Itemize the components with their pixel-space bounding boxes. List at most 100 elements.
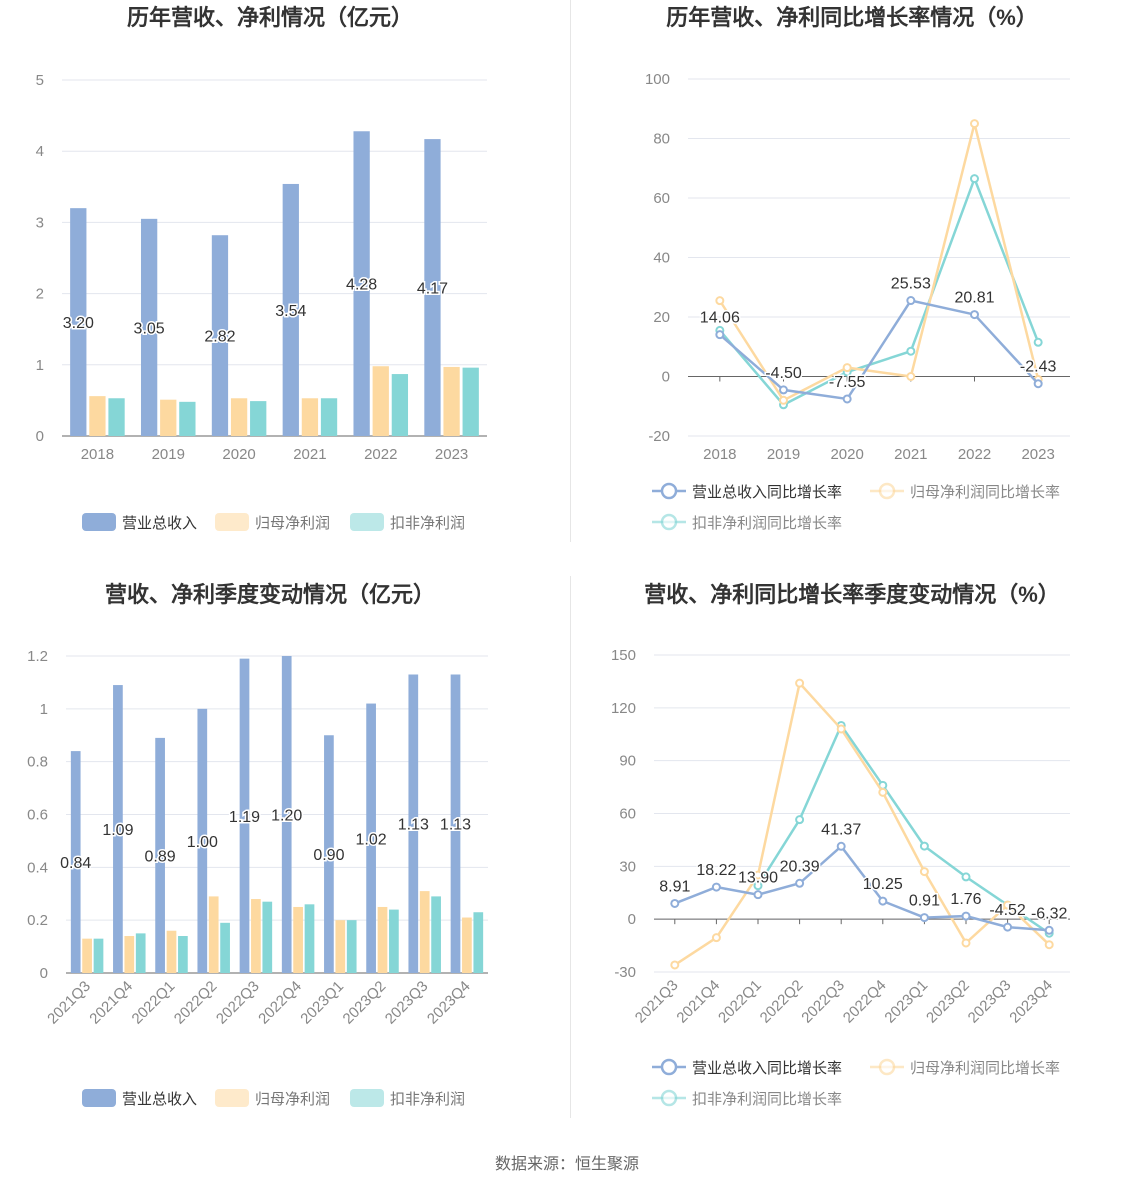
y-tick-label: 0.6 bbox=[27, 807, 48, 824]
legend-marker bbox=[660, 1058, 678, 1076]
bar-parent-profit bbox=[166, 930, 177, 973]
y-tick-label: 1 bbox=[40, 701, 48, 718]
x-tick-label: 2023Q1 bbox=[881, 977, 931, 1027]
bar-deducted-profit bbox=[389, 909, 399, 973]
bar-deducted-profit bbox=[250, 401, 267, 436]
data-point bbox=[970, 310, 979, 320]
data-point bbox=[842, 363, 852, 373]
data-point bbox=[836, 724, 846, 734]
data-point bbox=[711, 882, 721, 892]
legend-label: 营业总收入同比增长率 bbox=[692, 1060, 842, 1077]
data-label: 1.09 bbox=[102, 822, 133, 839]
legend-marker bbox=[660, 513, 678, 531]
chart-annual-growth-rate: 历年营收、净利同比增长率情况（%） -20 0 20 40 60 80 100 2018 2019… bbox=[645, 5, 1070, 532]
y-tick-label: 60 bbox=[619, 806, 636, 823]
bar-parent-profit bbox=[89, 396, 106, 436]
legend-label: 归母净利润 bbox=[255, 1091, 330, 1108]
data-label: 20.81 bbox=[954, 290, 994, 307]
y-tick-label: 0 bbox=[628, 911, 636, 928]
bar-revenue bbox=[113, 685, 123, 973]
bar-deducted-profit bbox=[304, 904, 315, 973]
data-label: 3.20 bbox=[63, 315, 94, 332]
x-tick-label: 2023Q4 bbox=[424, 978, 474, 1028]
bar-deducted-profit bbox=[178, 936, 188, 973]
bar-parent-profit bbox=[419, 891, 430, 973]
bar-revenue bbox=[282, 183, 299, 436]
data-label: 1.76 bbox=[950, 891, 981, 908]
x-tick-label: 2023Q3 bbox=[965, 977, 1015, 1027]
data-point bbox=[919, 913, 929, 923]
bar-parent-profit bbox=[301, 398, 319, 436]
bar-deducted-profit bbox=[391, 374, 409, 436]
data-label: 14.06 bbox=[700, 310, 740, 327]
data-label: 1.13 bbox=[440, 817, 471, 834]
y-tick-label: 30 bbox=[619, 858, 636, 875]
data-label: 1.00 bbox=[187, 834, 218, 851]
x-tick-label: 2022Q4 bbox=[840, 977, 890, 1027]
y-tick-label: 150 bbox=[611, 647, 636, 664]
series-line-2 bbox=[718, 175, 1040, 407]
data-point bbox=[878, 787, 888, 797]
y-tick-label: 0 bbox=[40, 965, 48, 982]
y-tick-label: 2 bbox=[36, 286, 44, 303]
data-point bbox=[711, 933, 721, 943]
x-tick-label: 2023 bbox=[1021, 446, 1054, 463]
x-tick-label: 2018 bbox=[81, 446, 114, 463]
bar-revenue bbox=[70, 751, 81, 973]
data-point bbox=[795, 815, 805, 825]
bar-deducted-profit bbox=[108, 398, 125, 436]
y-tick-label: -20 bbox=[648, 428, 670, 445]
data-point bbox=[715, 296, 725, 306]
y-tick-label: -30 bbox=[614, 964, 636, 981]
data-point bbox=[1003, 922, 1013, 932]
data-label: -4.52 bbox=[989, 902, 1026, 919]
y-tick-label: 0 bbox=[36, 428, 44, 445]
data-point bbox=[906, 372, 916, 381]
legend-swatch bbox=[350, 513, 384, 531]
data-label: 0.84 bbox=[60, 855, 91, 872]
x-tick-label: 2020 bbox=[222, 446, 255, 463]
bar-parent-profit bbox=[443, 366, 460, 436]
bar-revenue bbox=[366, 703, 376, 973]
data-point bbox=[779, 395, 788, 405]
bar-parent-profit bbox=[230, 398, 248, 436]
chart-title: 历年营收、净利同比增长率情况（%） bbox=[666, 5, 1038, 30]
series-line-2 bbox=[756, 722, 1050, 935]
bar-deducted-profit bbox=[179, 401, 196, 436]
bar-parent-profit bbox=[377, 906, 388, 973]
bar-deducted-profit bbox=[320, 398, 338, 436]
bar-parent-profit bbox=[335, 920, 346, 973]
bar-revenue bbox=[281, 656, 292, 973]
legend-swatch bbox=[215, 513, 249, 531]
x-tick-label: 2021Q3 bbox=[632, 977, 682, 1027]
y-tick-label: 120 bbox=[611, 700, 636, 717]
bar-revenue bbox=[140, 218, 158, 436]
bar-parent-profit bbox=[293, 906, 303, 973]
legend-label: 归母净利润同比增长率 bbox=[910, 1060, 1060, 1077]
x-tick-label: 2023Q2 bbox=[340, 978, 390, 1028]
bar-revenue bbox=[450, 674, 461, 973]
legend-swatch bbox=[82, 513, 116, 531]
data-label: 1.13 bbox=[398, 817, 429, 834]
bar-revenue bbox=[211, 235, 229, 436]
data-point bbox=[919, 841, 929, 851]
data-label: 0.91 bbox=[909, 893, 940, 910]
data-label: -2.43 bbox=[1020, 359, 1057, 376]
legend-label: 营业总收入 bbox=[122, 515, 197, 532]
data-label: 1.20 bbox=[271, 808, 302, 825]
legend-label: 归母净利润 bbox=[255, 515, 330, 532]
y-tick-label: 90 bbox=[619, 753, 636, 770]
divider-bottom bbox=[570, 576, 571, 1118]
bar-revenue bbox=[239, 658, 250, 973]
data-point bbox=[961, 872, 971, 882]
x-tick-label: 2022 bbox=[364, 446, 397, 463]
x-tick-label: 2022 bbox=[958, 446, 991, 463]
series-line-0 bbox=[674, 844, 1050, 932]
data-label: 4.28 bbox=[346, 277, 377, 294]
data-label: -7.55 bbox=[829, 374, 866, 391]
data-label: 8.91 bbox=[659, 878, 690, 895]
panel-quarter-line: 营收、净利同比增长率季度变动情况（%） -30 0 30 60 90 120 150 2021Q… bbox=[570, 572, 1134, 1132]
data-point bbox=[1033, 379, 1043, 389]
legend-swatch bbox=[215, 1089, 249, 1107]
data-source: 数据来源：恒生聚源 bbox=[494, 1154, 639, 1173]
